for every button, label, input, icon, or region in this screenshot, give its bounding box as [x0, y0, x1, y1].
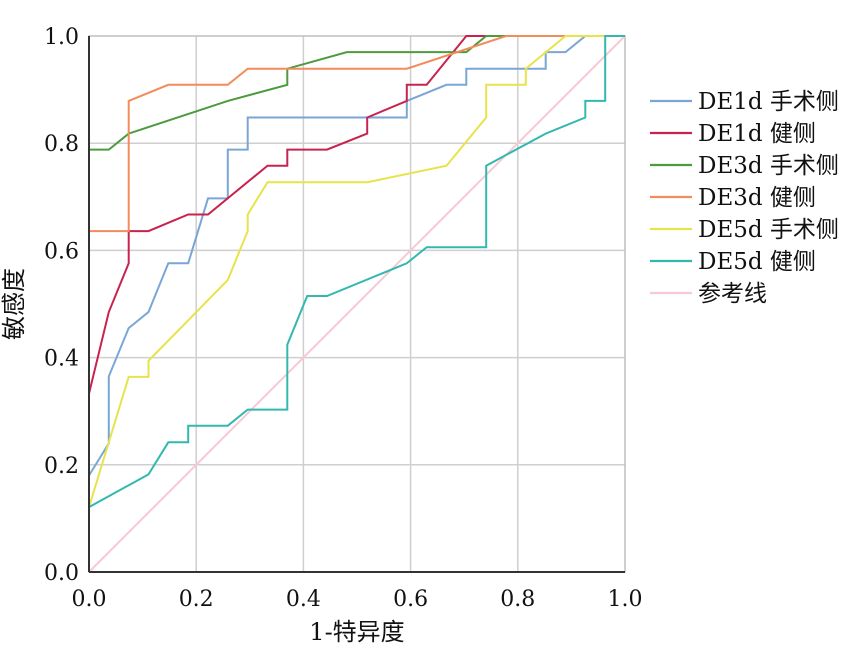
y-tick-label: 0.0: [44, 561, 79, 586]
series-line-5: [88, 35, 625, 572]
legend-label: DE1d 手术侧: [698, 89, 839, 115]
y-tick-label: 1.0: [44, 25, 79, 50]
y-tick-label: 0.6: [44, 239, 79, 264]
series-line-4: [88, 35, 625, 572]
x-tick-label: 0.6: [393, 587, 428, 612]
x-tick-label: 1.0: [608, 587, 643, 612]
x-tick-label: 0.0: [72, 587, 107, 612]
series-line-2: [88, 35, 625, 572]
series-line-6: [88, 35, 625, 572]
y-tick-label: 0.8: [44, 132, 79, 157]
legend-label: DE3d 手术侧: [698, 153, 839, 179]
series-line-7: [88, 35, 626, 573]
y-axis-title: 敏感度: [0, 268, 28, 340]
x-tick-label: 0.8: [500, 587, 535, 612]
legend-label: DE3d 健侧: [698, 185, 816, 211]
x-tick-labels: 0.0 0.2 0.4 0.6 0.8 1.0: [72, 587, 643, 612]
series-line-1: [88, 35, 625, 572]
x-tick-label: 0.2: [179, 587, 214, 612]
legend-label: 参考线: [698, 281, 767, 307]
y-tick-labels: 0.0 0.2 0.4 0.6 0.8 1.0: [44, 25, 79, 586]
axes: [88, 36, 625, 573]
x-axis-title: 1-特异度: [309, 618, 404, 646]
legend: DE1d 手术侧 DE1d 健侧 DE3d 手术侧 DE3d 健侧 DE5d 手术侧 DE…: [650, 89, 839, 307]
series-layer: [88, 35, 626, 573]
legend-label: DE5d 手术侧: [698, 217, 839, 243]
legend-label: DE1d 健侧: [698, 121, 816, 147]
legend-label: DE5d 健侧: [698, 249, 816, 275]
y-tick-label: 0.2: [44, 454, 79, 479]
x-tick-label: 0.4: [286, 587, 321, 612]
grid-lines: [89, 36, 625, 572]
y-tick-label: 0.4: [44, 347, 79, 372]
